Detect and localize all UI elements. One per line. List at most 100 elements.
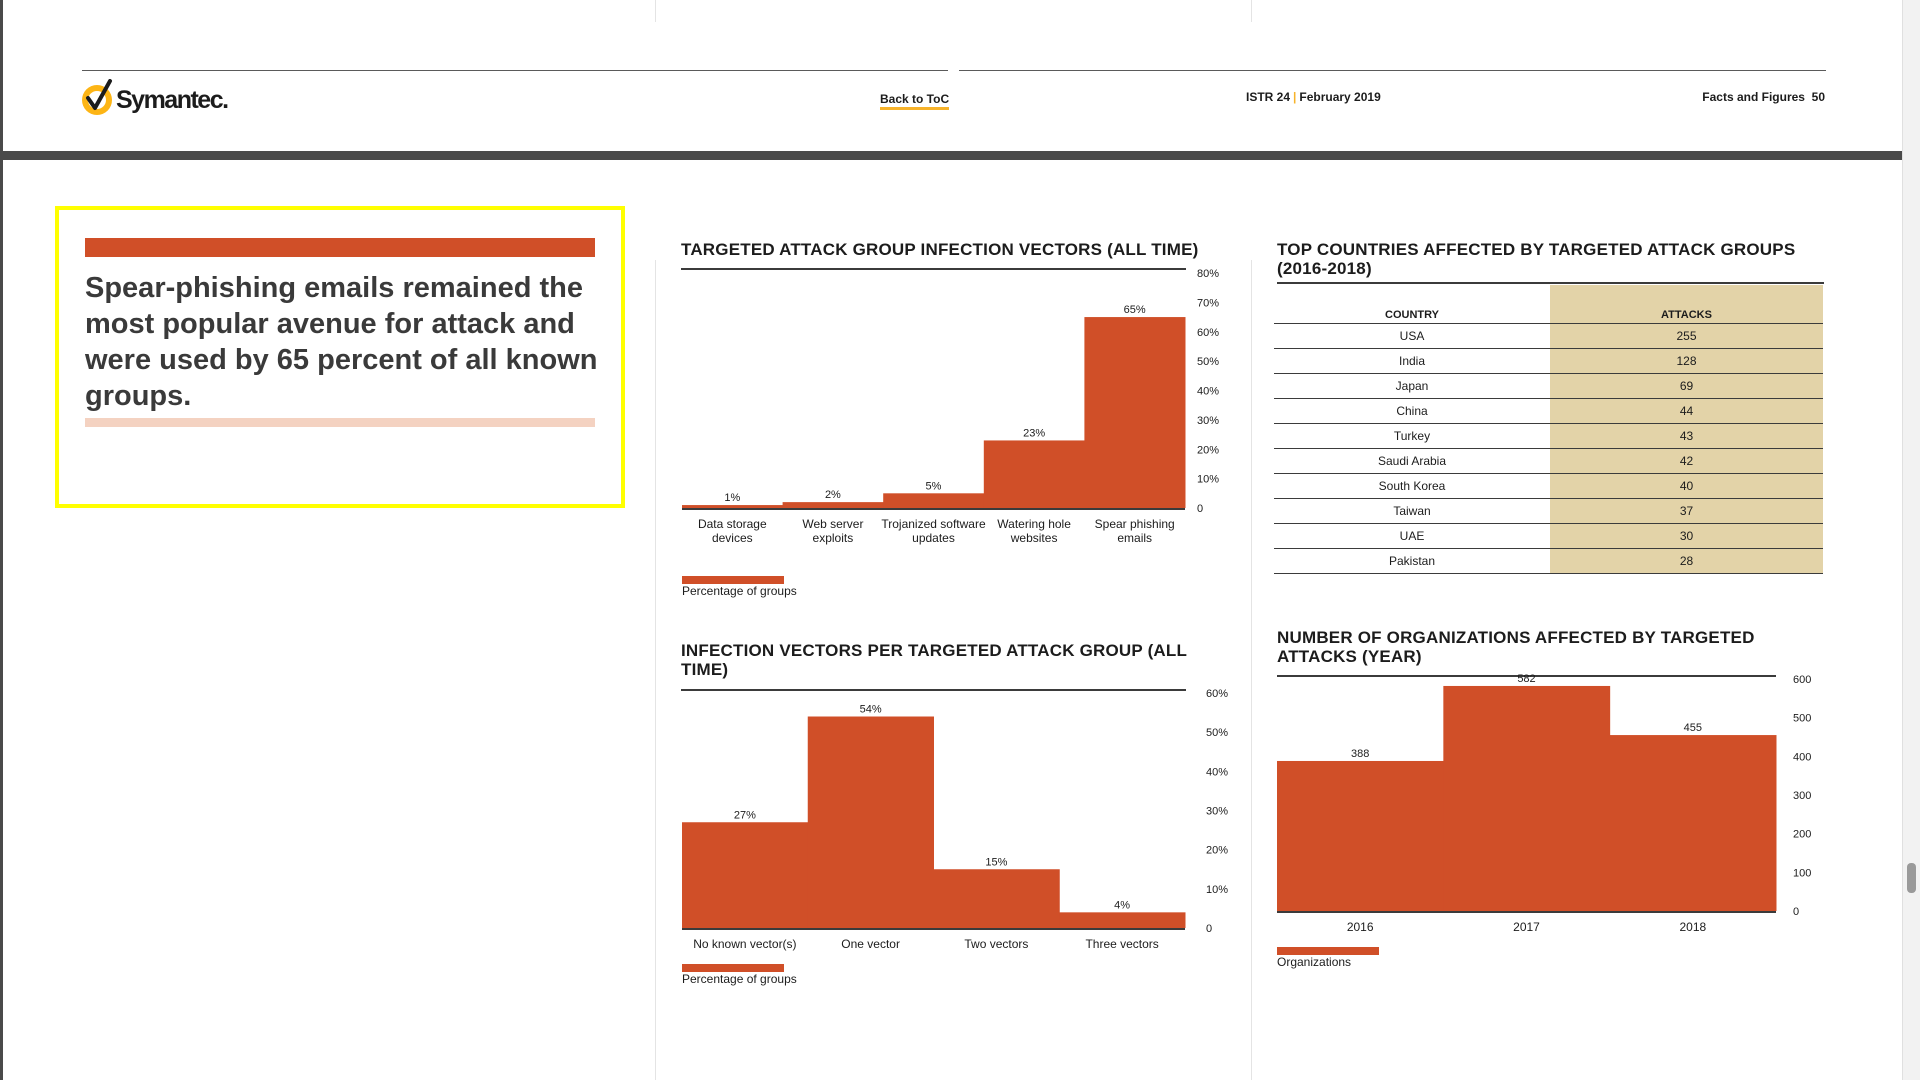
- legend-label: Organizations: [1277, 955, 1352, 969]
- chart-top-rule: [681, 689, 1186, 691]
- table-row: Pakistan 28: [1274, 548, 1823, 574]
- column-divider: [655, 0, 656, 22]
- chart-title: TARGETED ATTACK GROUP INFECTION VECTORS …: [681, 240, 1199, 259]
- bar: [1059, 912, 1186, 928]
- legend-label: Percentage of groups: [682, 584, 797, 598]
- back-to-toc-link[interactable]: Back to ToC: [880, 92, 950, 110]
- y-tick-label: 400: [1793, 751, 1811, 763]
- country-cell: India: [1274, 348, 1550, 374]
- y-tick-label: 30%: [1197, 415, 1219, 427]
- y-tick-label: 60%: [1206, 688, 1228, 700]
- callout-top-bar: [85, 238, 595, 257]
- attacks-cell: 44: [1550, 398, 1823, 424]
- y-tick-label: 100: [1793, 867, 1811, 879]
- issue-separator: |: [1293, 90, 1297, 104]
- section-title: Facts and Figures: [1702, 90, 1805, 104]
- attacks-cell: 69: [1550, 373, 1823, 399]
- attacks-cell: 43: [1550, 423, 1823, 449]
- bar-value-label: 54%: [860, 704, 882, 716]
- bar-value-label: 27%: [734, 809, 756, 821]
- bar: [1084, 317, 1186, 508]
- scrollbar-thumb[interactable]: [1907, 863, 1916, 893]
- category-label: updates: [912, 531, 955, 545]
- bar-value-label: 65%: [1124, 304, 1146, 316]
- chart-top-rule: [681, 268, 1186, 270]
- legend-swatch: [682, 576, 784, 584]
- category-label: websites: [1010, 531, 1058, 545]
- organizations-per-year-chart: 388 2016 582 2017 455 2018 0 100 200 300 400 500 600: [1277, 673, 1811, 934]
- country-cell: Pakistan: [1274, 548, 1550, 574]
- attacks-cell: 30: [1550, 523, 1823, 549]
- bar: [807, 716, 934, 928]
- y-tick-label: 40%: [1206, 766, 1228, 778]
- country-cell: Japan: [1274, 373, 1550, 399]
- category-label: exploits: [813, 531, 854, 545]
- bar: [682, 822, 809, 928]
- bar-value-label: 1%: [724, 492, 740, 504]
- y-tick-label: 0: [1197, 503, 1203, 515]
- attacks-cell: 42: [1550, 448, 1823, 474]
- table-row: USA 255: [1274, 323, 1823, 349]
- attacks-cell: 255: [1550, 323, 1823, 349]
- country-cell: USA: [1274, 323, 1550, 349]
- table-row: Japan 69: [1274, 373, 1823, 399]
- vectors-per-group-chart: 27% No known vector(s) 54% One vector 15% Two…: [682, 688, 1228, 951]
- category-label: Spear phishing: [1095, 517, 1175, 531]
- bar: [1609, 735, 1777, 911]
- table-row: Taiwan 37: [1274, 498, 1823, 524]
- bar-value-label: 4%: [1114, 899, 1130, 911]
- country-cell: UAE: [1274, 523, 1550, 549]
- category-label: Web server: [802, 517, 863, 531]
- chart-title: INFECTION VECTORS PER TARGETED ATTACK GR…: [681, 641, 1187, 679]
- chart-title: NUMBER OF ORGANIZATIONS AFFECTED BY TARG…: [1277, 628, 1755, 666]
- logo-text: Symantec.: [116, 86, 229, 114]
- attacks-cell: 28: [1550, 548, 1823, 574]
- category-label: devices: [712, 531, 753, 545]
- y-tick-label: 80%: [1197, 268, 1219, 280]
- chart-top-rule: [1277, 675, 1776, 677]
- bar: [1443, 685, 1611, 911]
- column-divider: [1251, 0, 1252, 22]
- page-number: 50: [1811, 90, 1825, 104]
- issue-number: ISTR 24: [1246, 90, 1291, 104]
- bar-value-label: 5%: [926, 480, 942, 492]
- table-body: USA 255 India 128 Japan 69 China 44 Turkey 43 Saud…: [1274, 323, 1823, 574]
- y-tick-label: 20%: [1206, 845, 1228, 857]
- bar-value-label: 388: [1351, 748, 1369, 760]
- y-tick-label: 0: [1793, 906, 1799, 918]
- attacks-cell: 40: [1550, 473, 1823, 499]
- attacks-cell: 37: [1550, 498, 1823, 524]
- y-tick-label: 600: [1793, 674, 1811, 686]
- bar: [983, 440, 1085, 508]
- category-label: Watering hole: [997, 517, 1071, 531]
- country-cell: South Korea: [1274, 473, 1550, 499]
- attacks-cell: 128: [1550, 348, 1823, 374]
- header-rule: [959, 70, 1826, 71]
- bar: [682, 505, 784, 508]
- page-content: Spear-phishing emails remained the most …: [3, 160, 1902, 1080]
- table-row: India 128: [1274, 348, 1823, 374]
- y-tick-label: 20%: [1197, 444, 1219, 456]
- y-tick-label: 10%: [1206, 884, 1228, 896]
- table-row: Turkey 43: [1274, 423, 1823, 449]
- y-tick-label: 70%: [1197, 297, 1219, 309]
- bar-value-label: 455: [1684, 722, 1702, 734]
- scrollbar-track[interactable]: [1902, 0, 1920, 1080]
- column-header-country: COUNTRY: [1274, 285, 1550, 324]
- y-tick-label: 60%: [1197, 327, 1219, 339]
- table-title: TOP COUNTRIES AFFECTED BY TARGETED ATTAC…: [1277, 240, 1796, 278]
- bar: [1277, 760, 1444, 911]
- checkmark-logo-icon: [82, 79, 112, 115]
- bar: [933, 869, 1060, 928]
- column-divider: [655, 260, 656, 1080]
- table-header-row: COUNTRY ATTACKS: [1274, 285, 1823, 324]
- table-row: China 44: [1274, 398, 1823, 424]
- country-cell: Turkey: [1274, 423, 1550, 449]
- table-top-rule: [1277, 282, 1824, 284]
- legend-label: Percentage of groups: [682, 972, 797, 986]
- y-tick-label: 10%: [1197, 474, 1219, 486]
- y-tick-label: 300: [1793, 790, 1811, 802]
- y-tick-label: 50%: [1206, 727, 1228, 739]
- bar: [782, 502, 884, 508]
